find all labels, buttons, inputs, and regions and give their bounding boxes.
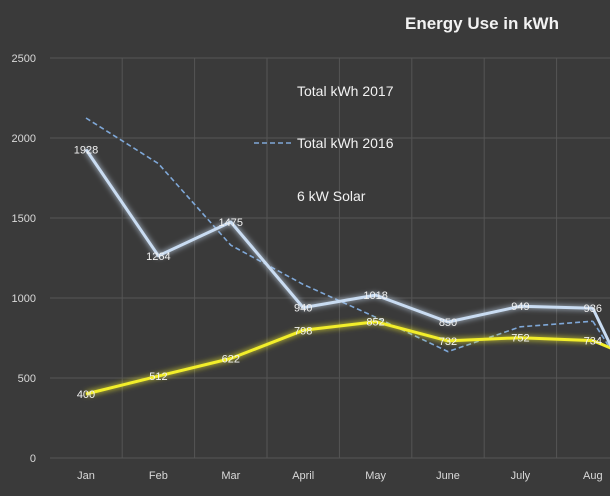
y-tick-label: 0 [30,453,36,465]
data-label: 400 [77,389,95,401]
data-label: 732 [439,336,457,348]
data-label: 512 [149,371,167,383]
data-label: 1264 [146,251,170,263]
gridlines [50,57,610,459]
x-tick-label: Aug [583,470,603,482]
x-tick-label: Jan [77,470,95,482]
data-label: 949 [511,301,529,313]
x-tick-label: July [511,470,531,482]
y-tick-label: 1500 [12,213,36,225]
x-tick-label: Mar [221,470,240,482]
legend-label: Total kWh 2016 [297,135,394,151]
series-tail [592,339,610,350]
series-line [85,320,593,396]
series-line [84,148,593,324]
y-tick-label: 1000 [12,293,36,305]
data-label: 734 [584,336,602,348]
y-axis-ticks: 0 500 1000 1500 2000 2500 [12,53,36,465]
x-tick-label: Feb [149,470,168,482]
x-tick-label: June [436,470,460,482]
data-label: 852 [366,317,384,329]
data-label: 1475 [219,217,243,229]
data-labels: 400 512 622 798 852 732 752 734 1928 1264 1475 940 1… [74,145,602,401]
data-label: 1928 [74,145,98,157]
data-label: 940 [294,303,312,315]
legend-label: Total kWh 2017 [297,83,394,99]
y-tick-label: 2500 [12,53,36,65]
legend: Total kWh 2017 Total kWh 2016 6 kW Solar [254,83,394,204]
data-label: 622 [222,353,240,365]
data-label: 936 [584,303,602,315]
data-label: 798 [294,325,312,337]
chart-title: Energy Use in kWh [405,14,559,33]
x-tick-label: April [292,470,314,482]
data-label: 1018 [363,290,387,302]
x-axis-ticks: Jan Feb Mar April May June July Aug [77,470,602,482]
data-label: 752 [511,333,529,345]
x-tick-label: May [365,470,386,482]
data-label: 850 [439,317,457,329]
series-tail [591,307,610,348]
legend-label: 6 kW Solar [297,188,366,204]
y-tick-label: 500 [18,373,36,385]
series-tail [592,320,610,350]
series-lines [84,117,610,396]
y-tick-label: 2000 [12,133,36,145]
